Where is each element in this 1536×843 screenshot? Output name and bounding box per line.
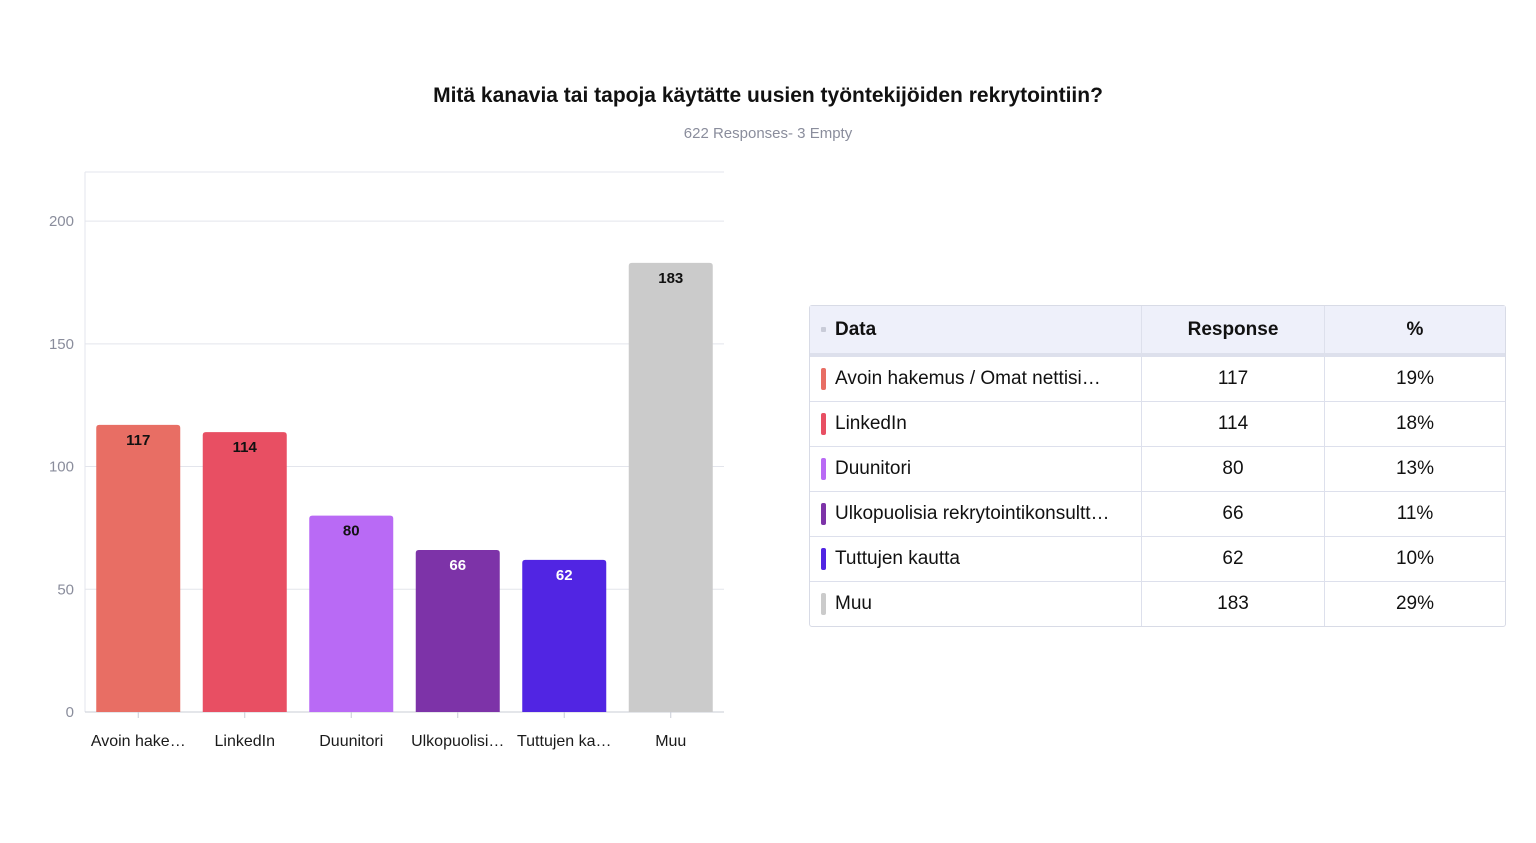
- x-tick-label: Tuttujen ka…: [517, 733, 612, 750]
- table-header: Data Response %: [810, 306, 1505, 357]
- bar-value-label: 117: [126, 432, 150, 449]
- bar-chart: 0 50 100 150 200 117 Avoin hake… 114 LinkedIn 80 D…: [49, 171, 724, 750]
- chart-subtitle: 622 Responses- 3 Empty: [683, 125, 853, 142]
- x-tick-label: Muu: [655, 733, 686, 750]
- header-data[interactable]: Data: [810, 306, 1142, 353]
- row-label: Tuttujen kautta: [835, 548, 960, 569]
- x-tick-label: Avoin hake…: [91, 733, 186, 750]
- row-percent: 18%: [1395, 413, 1435, 434]
- row-percent: 11%: [1396, 503, 1434, 524]
- table-row: Ulkopuolisia rekrytointikonsultt… 66 11%: [810, 491, 1505, 536]
- row-response: 183: [1142, 582, 1325, 626]
- data-table: Data Response % Avoin hakemus / Omat net…: [809, 305, 1506, 627]
- bar: [96, 424, 181, 712]
- row-response: 62: [1142, 537, 1325, 581]
- bar-value-label: 114: [233, 439, 258, 456]
- bar-value-label: 80: [343, 523, 360, 540]
- bar-value-label: 66: [449, 557, 466, 574]
- row-label: LinkedIn: [835, 413, 907, 434]
- row-label-cell: LinkedIn: [810, 402, 1142, 446]
- row-response: 114: [1142, 402, 1325, 446]
- row-label: Ulkopuolisia rekrytointikonsultt…: [835, 503, 1110, 524]
- series-color-swatch: [821, 548, 826, 570]
- x-tick-label: Ulkopuolisi…: [411, 733, 504, 750]
- bar: [628, 262, 713, 712]
- series-color-swatch: [821, 458, 826, 480]
- row-percent: 29%: [1395, 593, 1435, 614]
- bar: [309, 515, 394, 712]
- row-label-cell: Duunitori: [810, 447, 1142, 491]
- chart-title: Mitä kanavia tai tapoja käytätte uusien …: [433, 84, 1103, 107]
- table-row: Tuttujen kautta 62 10%: [810, 536, 1505, 581]
- row-label-cell: Ulkopuolisia rekrytointikonsultt…: [810, 492, 1142, 536]
- bar-value-label: 183: [658, 270, 683, 287]
- row-response: 80: [1142, 447, 1325, 491]
- row-label: Duunitori: [835, 458, 912, 479]
- y-tick-label: 50: [57, 581, 74, 598]
- y-tick-label: 100: [49, 459, 74, 476]
- series-color-swatch: [821, 593, 826, 615]
- bar: [415, 550, 500, 712]
- series-color-swatch: [821, 413, 826, 435]
- row-label: Avoin hakemus / Omat nettisi…: [835, 368, 1101, 389]
- sort-indicator-icon: [821, 327, 826, 332]
- y-tick-label: 200: [49, 213, 74, 230]
- table-row: Muu 183 29%: [810, 581, 1505, 626]
- y-tick-label: 0: [66, 704, 74, 721]
- table-body: Avoin hakemus / Omat nettisi… 117 19% Linke…: [810, 357, 1505, 626]
- table-row: Avoin hakemus / Omat nettisi… 117 19%: [810, 357, 1505, 401]
- x-tick-label: Duunitori: [319, 733, 383, 750]
- row-label-cell: Muu: [810, 582, 1142, 626]
- bar: [522, 559, 607, 712]
- x-tick-label: LinkedIn: [215, 733, 276, 750]
- table-row: LinkedIn 114 18%: [810, 401, 1505, 446]
- row-response: 117: [1142, 357, 1325, 401]
- header-percent[interactable]: %: [1406, 318, 1424, 340]
- row-label-cell: Avoin hakemus / Omat nettisi…: [810, 357, 1142, 401]
- header-response[interactable]: Response: [1142, 306, 1325, 353]
- bar: [202, 432, 287, 712]
- row-response: 66: [1142, 492, 1325, 536]
- row-label: Muu: [835, 593, 872, 614]
- bar-value-label: 62: [556, 567, 573, 584]
- row-percent: 19%: [1395, 368, 1435, 389]
- row-label-cell: Tuttujen kautta: [810, 537, 1142, 581]
- table-row: Duunitori 80 13%: [810, 446, 1505, 491]
- series-color-swatch: [821, 503, 826, 525]
- series-color-swatch: [821, 368, 826, 390]
- row-percent: 10%: [1395, 548, 1435, 569]
- row-percent: 13%: [1395, 458, 1435, 479]
- y-tick-label: 150: [49, 336, 74, 353]
